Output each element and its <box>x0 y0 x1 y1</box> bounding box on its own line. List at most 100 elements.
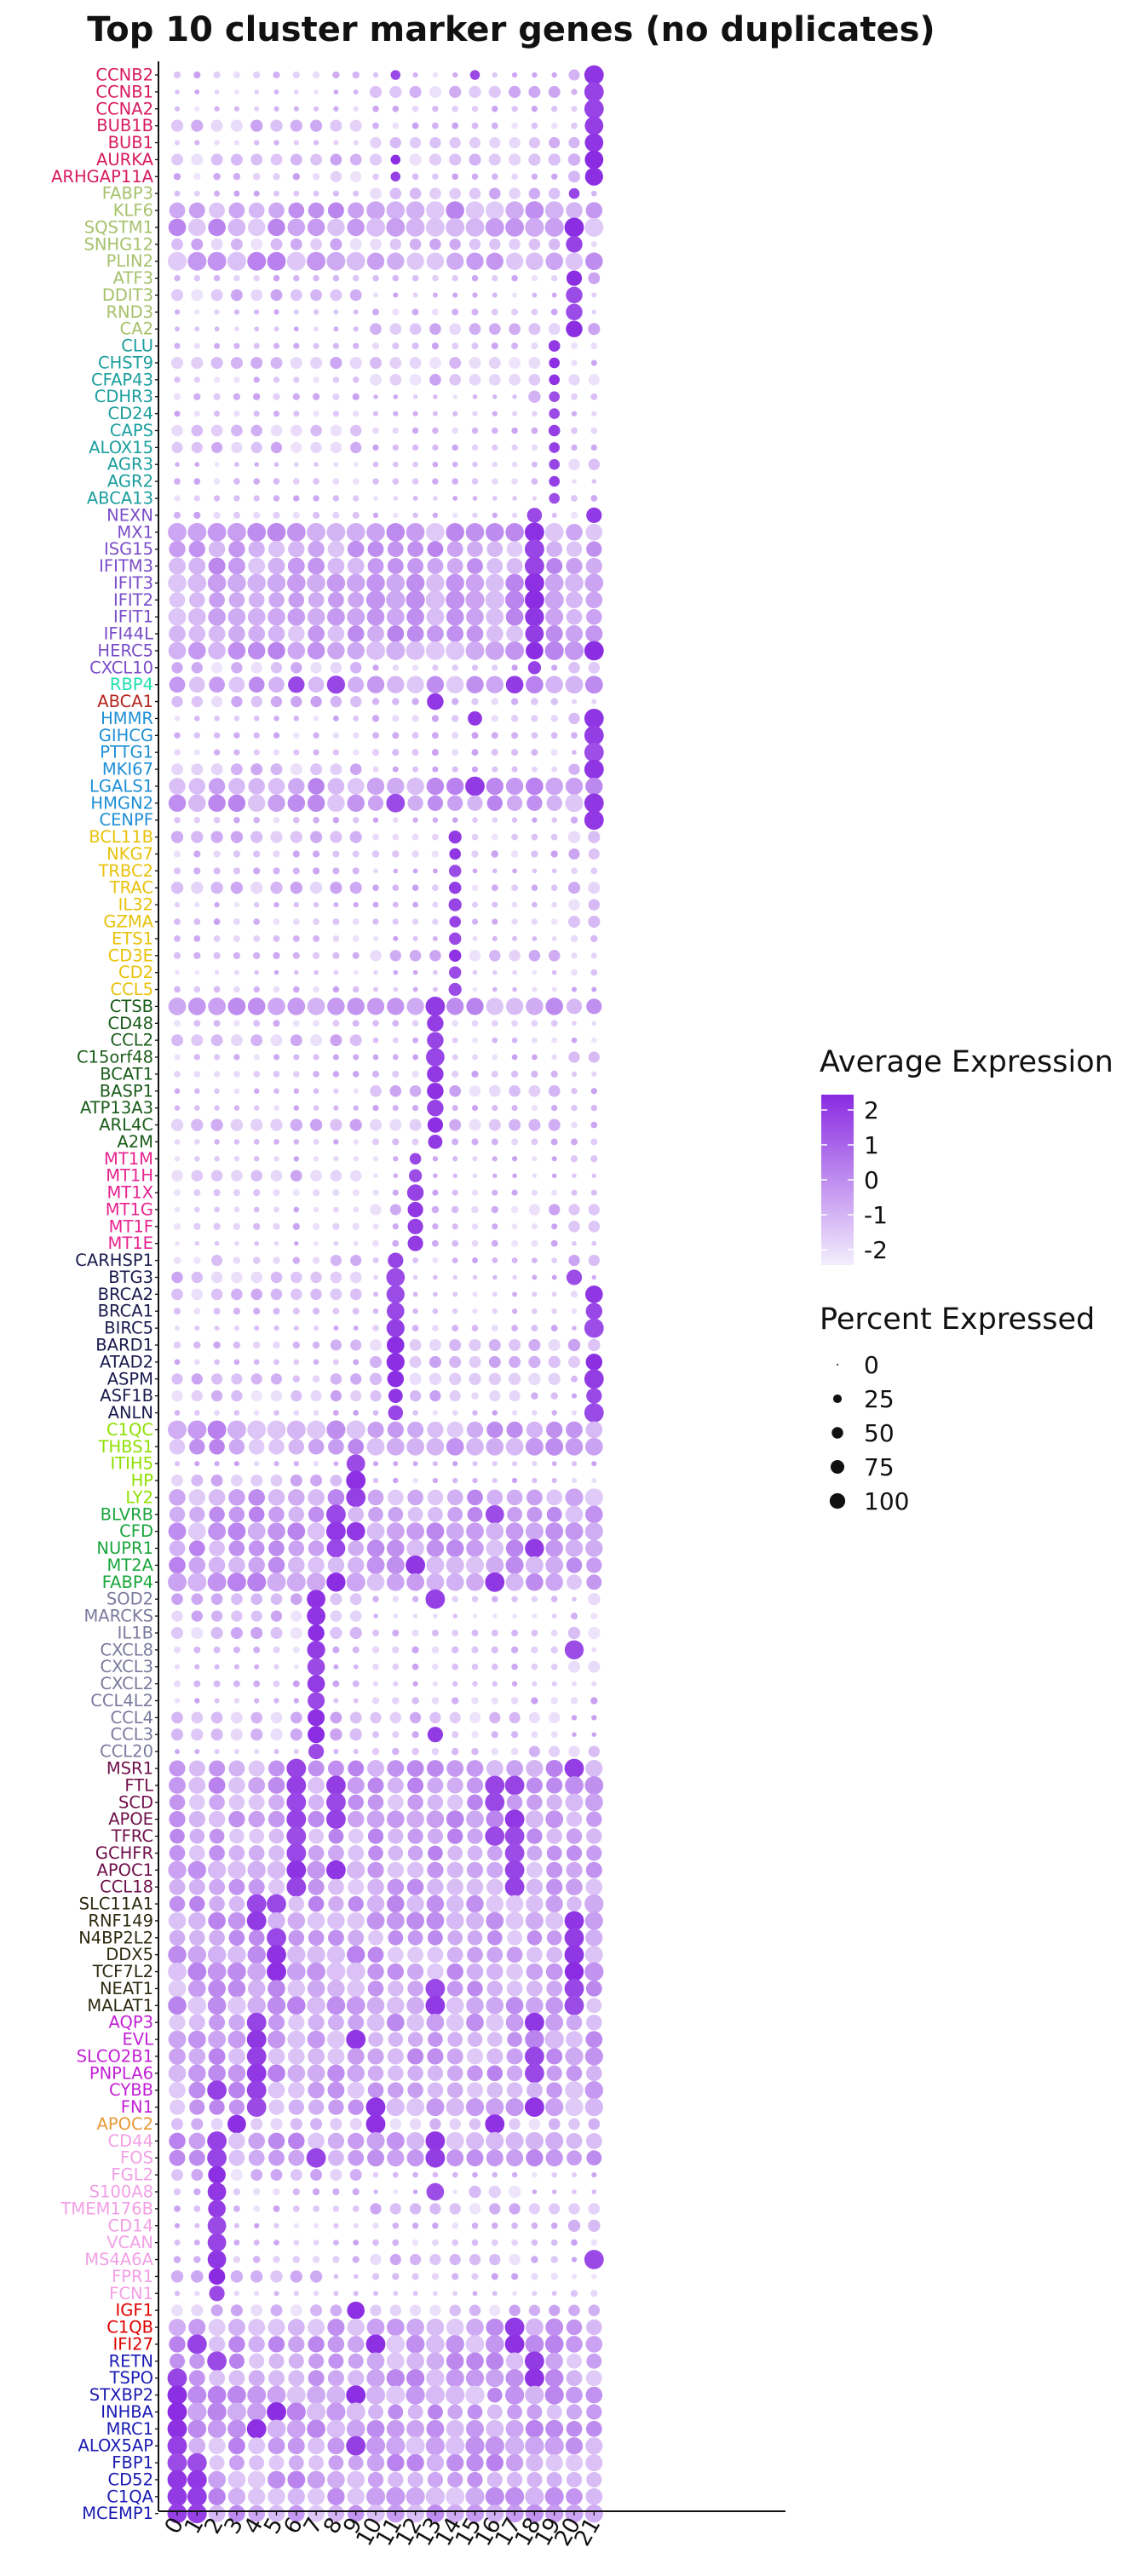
dot <box>333 309 339 315</box>
dot <box>213 816 221 824</box>
dot <box>234 462 239 467</box>
dot <box>452 1731 459 1739</box>
dot <box>292 1188 300 1197</box>
dot <box>546 2471 562 2488</box>
dot <box>247 573 266 593</box>
dot <box>511 2171 518 2178</box>
dot <box>588 2304 601 2316</box>
dot <box>449 1118 462 1131</box>
dot <box>406 1573 424 1591</box>
dot <box>489 1390 501 1402</box>
dot <box>313 1139 319 1145</box>
dot <box>571 1461 578 1467</box>
dot <box>174 377 181 383</box>
dot <box>228 1878 245 1895</box>
dot <box>550 2239 558 2246</box>
gene-label: IFIT3 <box>113 573 153 593</box>
dot <box>532 1308 538 1314</box>
dot <box>170 2270 184 2283</box>
dot <box>270 289 283 302</box>
dot <box>228 1794 245 1811</box>
dot <box>292 478 300 485</box>
dot <box>590 190 597 197</box>
dot <box>332 867 340 875</box>
dot <box>167 2470 187 2490</box>
dot <box>292 393 300 400</box>
dot <box>227 2114 246 2134</box>
dot <box>171 2304 183 2317</box>
dot <box>492 72 498 78</box>
dot <box>233 749 240 756</box>
dot <box>273 716 279 722</box>
dot <box>545 1963 563 1981</box>
dot <box>367 1963 384 1981</box>
dot <box>188 1777 206 1794</box>
dot <box>248 1540 265 1556</box>
dot <box>353 1325 359 1331</box>
dot <box>353 1206 359 1213</box>
dot <box>446 590 465 610</box>
gene-label: BCL11B <box>89 827 153 847</box>
dot <box>412 461 418 468</box>
dot <box>313 274 319 282</box>
dot <box>213 511 221 519</box>
dot <box>328 2455 344 2470</box>
dot <box>233 190 240 197</box>
dot <box>250 289 263 302</box>
gene-label: CHST9 <box>98 353 153 372</box>
dot <box>531 122 538 129</box>
dot <box>386 2098 405 2117</box>
dot <box>233 986 240 993</box>
dot <box>525 2385 544 2405</box>
dot <box>531 918 538 925</box>
dot <box>210 153 223 166</box>
dot <box>233 1088 240 1095</box>
dot <box>590 2239 598 2246</box>
dot <box>549 374 560 386</box>
dot <box>208 540 226 558</box>
dot <box>194 1156 200 1162</box>
dot <box>247 1860 266 1879</box>
dot <box>254 1664 260 1670</box>
dot <box>174 342 181 349</box>
dot <box>270 2169 283 2182</box>
dot <box>431 715 440 722</box>
dot <box>531 1646 538 1653</box>
dot <box>465 523 485 542</box>
dot <box>407 1218 423 1234</box>
dot <box>213 952 221 959</box>
dot <box>492 766 498 773</box>
gene-label: CCL5 <box>110 980 153 999</box>
dot <box>488 85 501 99</box>
dot <box>248 1777 266 1794</box>
dot <box>531 1105 538 1112</box>
dot <box>193 274 201 282</box>
dot <box>426 2453 445 2472</box>
dot <box>406 217 425 237</box>
dot <box>328 2149 344 2166</box>
dot <box>551 1173 557 1178</box>
dot <box>207 2402 227 2422</box>
dot <box>194 1698 200 1704</box>
dot <box>231 1170 243 1182</box>
dot <box>429 1390 441 1402</box>
dot <box>446 998 464 1015</box>
dot <box>393 496 399 501</box>
dot <box>307 1420 325 1440</box>
dot <box>411 884 419 892</box>
gene-label: MX1 <box>117 522 153 542</box>
gene-label: IL32 <box>118 895 153 915</box>
dot <box>308 1726 325 1744</box>
dot <box>308 592 325 608</box>
dot <box>407 1929 423 1946</box>
dot <box>227 998 246 1015</box>
dot <box>348 2132 365 2150</box>
dot <box>293 1156 299 1162</box>
dot <box>452 1054 458 1061</box>
dot <box>412 1613 418 1619</box>
dot <box>310 1390 322 1402</box>
dot <box>584 2047 603 2066</box>
dot <box>531 427 538 434</box>
dot <box>372 444 379 451</box>
dot <box>171 441 183 454</box>
